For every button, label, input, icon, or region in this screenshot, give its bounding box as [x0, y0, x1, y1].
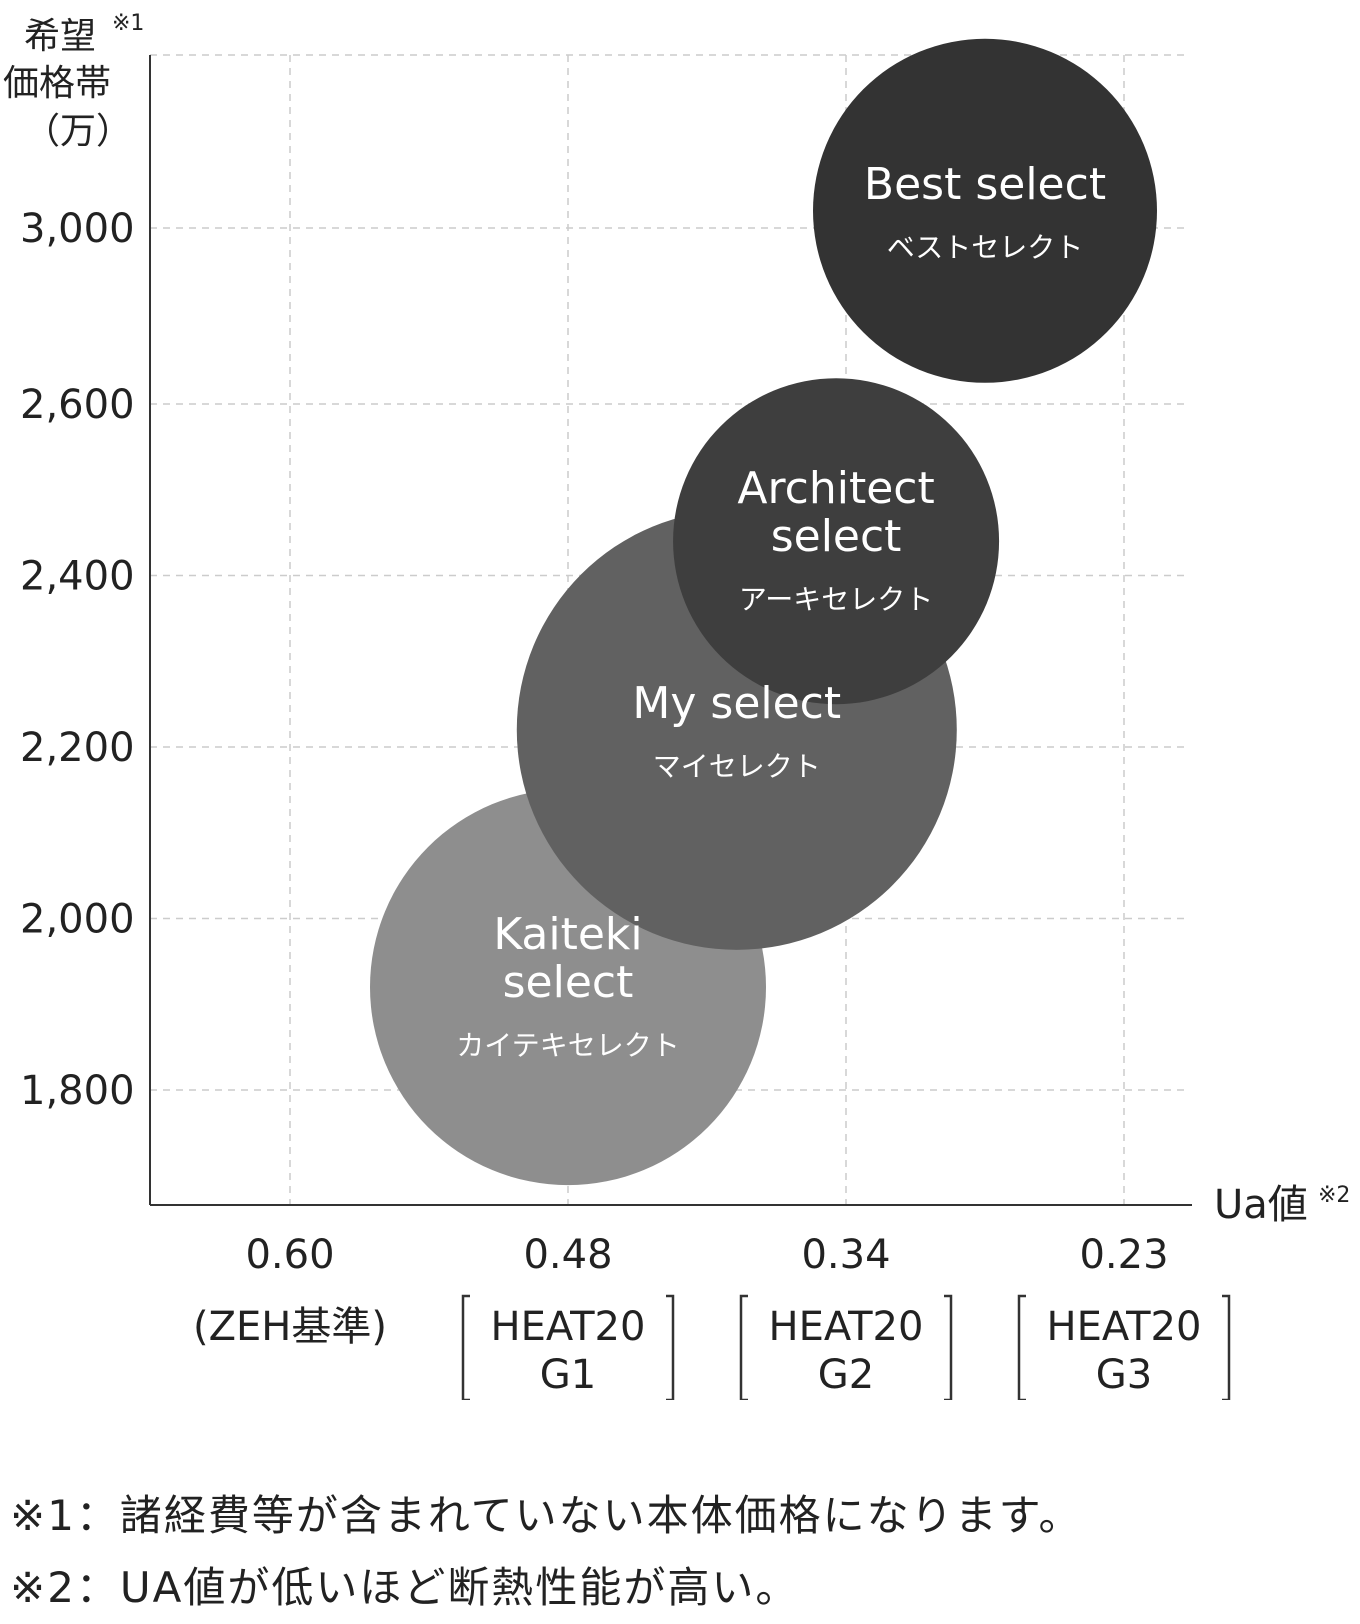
bubble-sublabel: カイテキセレクト	[456, 1029, 679, 1062]
bubble	[813, 38, 1157, 383]
x-axis-title-mark: ※2	[1318, 1183, 1350, 1208]
y-tick-label: 2,200	[20, 725, 135, 771]
y-axis-title-mark: ※1	[112, 11, 144, 36]
bracket-right	[1222, 1294, 1231, 1400]
y-axis-title: 希望 ※1 価格帯 （万）	[3, 11, 144, 152]
bubble-label: Kaiteki	[493, 909, 642, 960]
x-category-note: HEAT20	[769, 1304, 924, 1350]
bubble-label: Architect	[737, 463, 934, 514]
x-category-note: HEAT20	[491, 1304, 646, 1350]
x-category-label: 0.48	[523, 1232, 612, 1278]
x-category-label: 0.34	[801, 1232, 890, 1278]
x-category-note: (ZEH基準)	[193, 1304, 387, 1350]
x-axis-title: Ua値 ※2	[1214, 1182, 1350, 1228]
footnote-2: ※2：UA値が低いほど断熱性能が高い。	[10, 1563, 800, 1612]
y-tick-label: 1,800	[20, 1068, 135, 1114]
bubble-label: select	[771, 511, 902, 562]
bubble-label: Best select	[864, 159, 1106, 210]
y-tick-label: 2,000	[20, 897, 135, 943]
y-tick-label: 3,000	[20, 206, 135, 252]
x-category-note: G3	[1096, 1352, 1152, 1398]
y-tick-label: 2,400	[20, 554, 135, 600]
bubble-label: My select	[632, 678, 841, 729]
y-tick-labels: 1,800 2,000 2,200 2,400 2,600 3,000	[20, 206, 135, 1114]
bracket-left	[461, 1294, 470, 1400]
y-axis-title-line-2: 価格帯	[3, 63, 111, 104]
x-category-labels: 0.60(ZEH基準)0.48HEAT20G10.34HEAT20G20.23H…	[193, 1232, 1231, 1400]
x-category-label: 0.60	[245, 1232, 334, 1278]
bracket-right	[944, 1294, 953, 1400]
bubble-sublabel: アーキセレクト	[739, 583, 933, 616]
bubble-sublabel: ベストセレクト	[887, 231, 1084, 264]
axes	[149, 55, 1192, 1206]
bracket-right	[666, 1294, 675, 1400]
bubble	[673, 378, 1000, 705]
x-category-note: HEAT20	[1047, 1304, 1202, 1350]
x-category-note: G1	[540, 1352, 596, 1398]
y-tick-label: 2,600	[20, 382, 135, 428]
footnotes: ※1：諸経費等が含まれていない本体価格になります。 ※2：UA値が低いほど断熱性…	[10, 1480, 1350, 1624]
footnote-1: ※1：諸経費等が含まれていない本体価格になります。	[10, 1491, 1083, 1540]
x-category-note: G2	[818, 1352, 874, 1398]
bubble-label: select	[503, 957, 634, 1008]
bubble-sublabel: マイセレクト	[653, 750, 821, 783]
x-axis-title-text: Ua値	[1214, 1182, 1308, 1228]
y-axis-title-line-1: 希望	[24, 16, 96, 57]
bracket-left	[739, 1294, 748, 1400]
x-category-label: 0.23	[1079, 1232, 1168, 1278]
y-axis-title-line-3: （万）	[24, 111, 132, 152]
bracket-left	[1017, 1294, 1026, 1400]
